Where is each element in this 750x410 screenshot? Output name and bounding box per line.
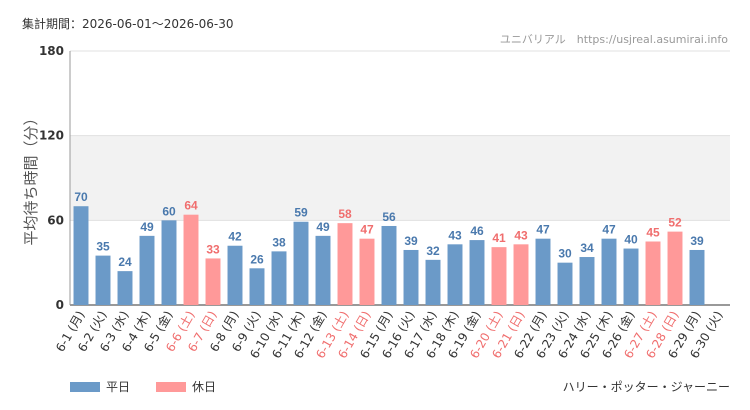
bar-29 [689,249,705,305]
bar-9 [249,268,265,305]
bar-22 [535,238,551,305]
data-label: 70 [74,190,88,204]
bar-11 [293,221,309,305]
bar-28 [667,231,683,305]
data-label: 58 [338,207,352,221]
data-label: 52 [668,216,682,230]
data-label: 35 [96,240,110,254]
data-label: 46 [470,224,484,238]
data-label: 42 [228,230,242,244]
data-label: 64 [184,199,198,213]
bar-10 [271,251,287,305]
bar-2 [95,255,111,305]
bar-19 [469,240,485,305]
bar-24 [579,257,595,305]
data-label: 43 [448,228,462,242]
y-tick-label: 60 [47,213,64,227]
bar-20 [491,247,507,305]
bar-15 [381,225,397,305]
data-label: 60 [162,204,176,218]
bar-25 [601,238,617,305]
data-label: 56 [382,210,396,224]
data-label: 47 [602,223,616,237]
y-axis-title: 平均待ち時間（分） [22,110,40,245]
bar-14 [359,238,375,305]
site-credit: ユニバリアル https://usjreal.asumirai.info [499,33,728,46]
y-tick-label: 180 [39,44,64,58]
bar-26 [623,248,639,305]
bar-17 [425,259,441,305]
bar-12 [315,235,331,305]
legend: 平日 休日 [70,378,216,395]
data-label: 45 [646,226,660,240]
data-label: 47 [360,223,374,237]
data-label: 59 [294,206,308,220]
bar-5 [161,220,177,305]
data-label: 24 [118,255,132,269]
bar-3 [117,271,133,305]
data-label: 49 [140,220,154,234]
data-label: 41 [492,231,506,245]
bar-18 [447,244,463,305]
legend-label-holiday: 休日 [192,380,217,394]
data-label: 47 [536,223,550,237]
bar-23 [557,262,573,305]
data-label: 30 [558,247,572,261]
data-label: 38 [272,235,286,249]
data-label: 49 [316,220,330,234]
bar-6 [183,214,199,305]
data-label: 34 [580,241,594,255]
legend-swatch-holiday [156,381,187,392]
bar-27 [645,241,661,305]
attraction-name: ハリー・ポッター・ジャーニー [562,380,730,394]
bar-21 [513,244,529,305]
y-tick-label: 120 [39,129,64,143]
band-60-120 [70,135,730,221]
period-text: 集計期間：2026-06-01～2026-06-30 [22,17,234,31]
legend-label-weekday: 平日 [106,380,131,394]
bar-1 [73,206,89,305]
bar-16 [403,249,419,305]
data-label: 32 [426,244,440,258]
bar-13 [337,223,353,305]
bar-7 [205,258,221,305]
data-label: 39 [690,234,704,248]
legend-swatch-weekday [70,381,100,392]
data-label: 26 [250,252,264,266]
data-label: 40 [624,233,638,247]
data-label: 39 [404,234,418,248]
bar-8 [227,245,243,305]
y-tick-label: 0 [56,298,64,312]
bar-4 [139,235,155,305]
data-label: 43 [514,228,528,242]
data-label: 33 [206,242,220,256]
